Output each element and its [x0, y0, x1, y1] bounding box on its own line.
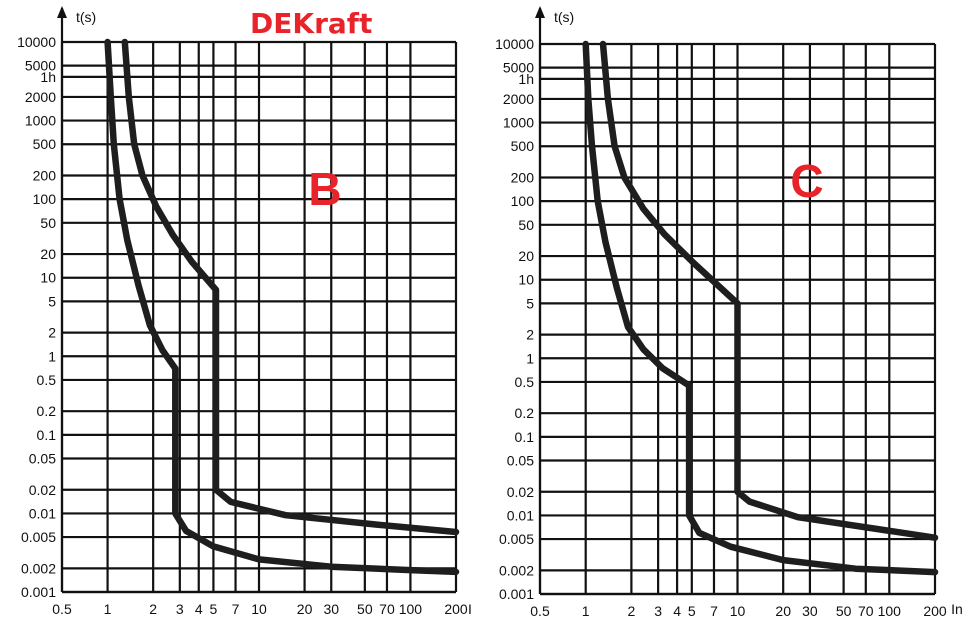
- chart-panel-c: 0.5 1 2 3 4 5 7 10 20 30 50 70 100 2001000050001h2000…: [495, 6, 963, 619]
- y-tick-label: 200: [511, 169, 535, 185]
- y-axis-arrow-icon: [535, 6, 545, 18]
- brand-logo-text: DEKraft: [250, 7, 372, 40]
- y-tick-label: 50: [518, 217, 534, 233]
- curve-type-label: B: [308, 163, 341, 215]
- y-tick-label: 500: [511, 138, 535, 154]
- x-tick-label: 30: [323, 601, 339, 617]
- x-tick-label: 20: [297, 601, 313, 617]
- x-tick-label: 7: [232, 601, 240, 617]
- y-tick-label: 20: [518, 248, 534, 264]
- x-tick-label: 1: [582, 603, 590, 619]
- y-tick-label: 0.01: [507, 507, 534, 523]
- x-tick-label: 5: [210, 601, 218, 617]
- y-tick-label: 5000: [25, 58, 56, 74]
- y-axis-title: t(s): [554, 9, 574, 25]
- x-tick-label: 200: [923, 603, 947, 619]
- x-tick-label: 0.5: [530, 603, 550, 619]
- y-tick-label: 0.2: [37, 403, 57, 419]
- x-tick-label: 20: [775, 603, 791, 619]
- y-tick-label: 1000: [503, 115, 534, 131]
- x-axis-title: I: [468, 601, 472, 617]
- x-tick-label: 30: [802, 603, 818, 619]
- y-tick-label: 1h: [40, 69, 56, 85]
- y-tick-label: 10: [518, 272, 534, 288]
- x-tick-label: 100: [399, 601, 423, 617]
- y-tick-label: 20: [40, 246, 56, 262]
- y-tick-label: 0.005: [499, 531, 534, 547]
- y-tick-label: 0.001: [21, 584, 56, 600]
- y-tick-label: 2000: [25, 89, 56, 105]
- x-tick-label: 50: [357, 601, 373, 617]
- y-tick-label: 200: [33, 167, 57, 183]
- trip-curve-series-lower: [104, 38, 460, 576]
- x-tick-label: 100: [878, 603, 902, 619]
- y-tick-label: 0.1: [515, 429, 535, 445]
- x-tick-label: 4: [195, 601, 203, 617]
- x-tick-label: 4: [673, 603, 681, 619]
- y-tick-label: 0.001: [499, 586, 534, 602]
- x-tick-label: 10: [730, 603, 746, 619]
- trip-curve-series-lower: [582, 40, 939, 576]
- y-tick-label: 0.2: [515, 405, 535, 421]
- x-tick-label: 10: [251, 601, 267, 617]
- trip-curve-series-upper: [121, 38, 460, 536]
- y-tick-label: 0.002: [21, 560, 56, 576]
- y-tick-label: 2: [48, 325, 56, 341]
- x-tick-label: 200: [444, 601, 468, 617]
- y-tick-label: 0.002: [499, 562, 534, 578]
- y-tick-label: 0.5: [37, 372, 57, 388]
- x-tick-label: 3: [176, 601, 184, 617]
- y-tick-label: 2000: [503, 91, 534, 107]
- y-tick-label: 500: [33, 136, 57, 152]
- trip-curve-series-upper: [599, 40, 939, 541]
- y-tick-label: 0.05: [29, 451, 56, 467]
- y-axis-arrow-icon: [57, 6, 67, 18]
- curve-type-label: C: [790, 155, 823, 207]
- y-tick-label: 1: [48, 348, 56, 364]
- x-tick-label: 2: [149, 601, 157, 617]
- y-tick-label: 5000: [503, 60, 534, 76]
- y-tick-label: 2: [526, 327, 534, 343]
- x-tick-label: 3: [654, 603, 662, 619]
- x-tick-label: 5: [688, 603, 696, 619]
- y-axis-title: t(s): [76, 9, 96, 25]
- y-tick-label: 0.5: [515, 374, 535, 390]
- y-tick-label: 50: [40, 215, 56, 231]
- y-tick-label: 0.02: [507, 484, 534, 500]
- x-tick-label: 0.5: [52, 601, 72, 617]
- y-tick-label: 10000: [495, 36, 534, 52]
- y-tick-label: 0.005: [21, 529, 56, 545]
- y-tick-label: 10: [40, 270, 56, 286]
- y-tick-label: 100: [33, 191, 57, 207]
- y-tick-label: 1000: [25, 113, 56, 129]
- y-tick-label: 100: [511, 193, 535, 209]
- x-tick-label: 70: [379, 601, 395, 617]
- y-tick-label: 1h: [518, 71, 534, 87]
- y-tick-label: 0.02: [29, 482, 56, 498]
- y-tick-label: 5: [48, 293, 56, 309]
- y-tick-label: 0.05: [507, 453, 534, 469]
- x-tick-label: 70: [858, 603, 874, 619]
- y-tick-label: 5: [526, 295, 534, 311]
- y-tick-label: 1: [526, 350, 534, 366]
- x-tick-label: 1: [104, 601, 112, 617]
- x-tick-label: 7: [710, 603, 718, 619]
- x-tick-label: 2: [627, 603, 635, 619]
- x-axis-title: In: [951, 601, 963, 617]
- y-tick-label: 0.1: [37, 427, 57, 443]
- y-tick-label: 10000: [17, 34, 56, 50]
- x-tick-label: 50: [836, 603, 852, 619]
- y-tick-label: 0.01: [29, 505, 56, 521]
- chart-panel-b: 0.5 1 2 3 4 5 7 10 20 30 50 70 100 2001000050001h2000…: [17, 6, 472, 617]
